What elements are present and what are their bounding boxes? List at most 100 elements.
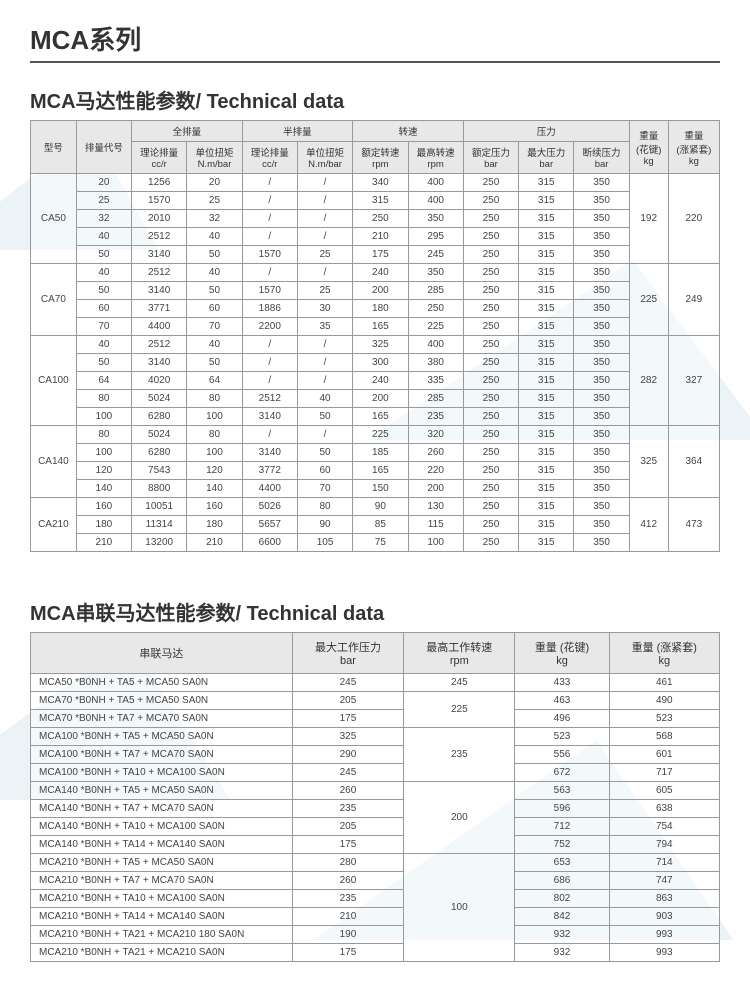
cell: 6600 [242,534,297,552]
th-model: 型号 [31,121,77,174]
cell: 315 [519,300,574,318]
table-row: 1006280100314050185260250315350 [31,444,720,462]
cell: 490 [609,692,719,710]
cell: 32 [187,210,242,228]
cell: 350 [574,282,629,300]
tandem-name: MCA70 *B0NH + TA7 + MCA70 SA0N [31,710,293,728]
cell: 100 [76,408,131,426]
cell: 350 [574,462,629,480]
cell: 140 [187,480,242,498]
cell: 315 [519,534,574,552]
cell: 100 [187,444,242,462]
th-max-press: 最大工作压力bar [292,633,403,674]
cell: 290 [292,746,403,764]
cell: 3140 [132,282,187,300]
cell: 496 [515,710,609,728]
cell: 60 [76,300,131,318]
cell: 400 [408,336,463,354]
cell: 3140 [132,354,187,372]
cell: 225 [408,318,463,336]
cell: 175 [292,836,403,854]
th-rated-speed: 额定转速rpm [353,142,408,174]
cell: 250 [463,426,518,444]
cell: 250 [463,516,518,534]
cell: 3140 [132,246,187,264]
cell: 250 [463,480,518,498]
speed-cell: 200 [404,782,515,854]
cell: 350 [574,534,629,552]
cell: 350 [408,264,463,282]
cell: 70 [297,480,352,498]
table-row: MCA210 *B0NH + TA10 + MCA100 SA0N2358028… [31,890,720,908]
cell: 315 [519,246,574,264]
weight-spline-cell: 192 [629,174,668,264]
section1-title: MCA马达性能参数/ Technical data [30,85,720,114]
section2-title: MCA串联马达性能参数/ Technical data [30,597,720,626]
cell: 400 [408,174,463,192]
cell: 653 [515,854,609,872]
th-tandem-model: 串联马达 [31,633,293,674]
cell: 165 [353,408,408,426]
cell: / [242,264,297,282]
cell: 315 [519,282,574,300]
cell: 245 [408,246,463,264]
cell: 140 [76,480,131,498]
cell: 2512 [132,336,187,354]
cell: 315 [353,192,408,210]
cell: 350 [408,210,463,228]
cell: 150 [353,480,408,498]
th-rated-press: 额定压力bar [463,142,518,174]
cell: 563 [515,782,609,800]
cell: 85 [353,516,408,534]
cell: / [297,336,352,354]
tandem-name: MCA100 *B0NH + TA5 + MCA50 SA0N [31,728,293,746]
cell: 100 [408,534,463,552]
cell: 100 [76,444,131,462]
cell: 50 [76,246,131,264]
table-row: MCA140 *B0NH + TA14 + MCA140 SA0N1757527… [31,836,720,854]
cell: 350 [574,444,629,462]
table-row: CA21016010051160502680901302503153504124… [31,498,720,516]
cell: 100 [187,408,242,426]
cell: 315 [519,354,574,372]
cell: 115 [408,516,463,534]
tandem-name: MCA210 *B0NH + TA21 + MCA210 180 SA0N [31,926,293,944]
th-unit-torque2: 单位扭矩N.m/bar [297,142,352,174]
cell: 350 [574,246,629,264]
cell: 120 [187,462,242,480]
weight-spline-cell: 282 [629,336,668,426]
table-row: 1408800140440070150200250315350 [31,480,720,498]
speed-cell: 235 [404,728,515,782]
cell: 350 [574,264,629,282]
table-row: MCA50 *B0NH + TA5 + MCA50 SA0N2452454334… [31,674,720,692]
table-row: MCA210 *B0NH + TA7 + MCA70 SA0N260686747 [31,872,720,890]
cell: 210 [76,534,131,552]
cell: 686 [515,872,609,890]
th-w-spline: 重量 (花键)kg [515,633,609,674]
cell: 350 [574,192,629,210]
th-theo-disp2: 理论排量cc/r [242,142,297,174]
cell: 1886 [242,300,297,318]
speed-cell: 100 [404,854,515,962]
cell: 180 [353,300,408,318]
cell: 185 [353,444,408,462]
cell: 903 [609,908,719,926]
cell: 70 [187,318,242,336]
cell: 5024 [132,426,187,444]
cell: 30 [297,300,352,318]
table-row: 21013200210660010575100250315350 [31,534,720,552]
cell: 205 [292,818,403,836]
th-weight-spline: 重量(花键)kg [629,121,668,174]
table-row: CA10040251240//325400250315350282327 [31,336,720,354]
cell: 4400 [132,318,187,336]
cell: 11314 [132,516,187,534]
th-theo-disp: 理论排量cc/r [132,142,187,174]
table-technical-data: 型号 排量代号 全排量 半排量 转速 压力 重量(花键)kg 重量(涨紧套)kg… [30,120,720,552]
cell: 205 [292,692,403,710]
tandem-name: MCA140 *B0NH + TA7 + MCA70 SA0N [31,800,293,818]
cell: 64 [187,372,242,390]
model-cell: CA140 [31,426,77,498]
cell: 315 [519,228,574,246]
cell: 842 [515,908,609,926]
cell: 863 [609,890,719,908]
